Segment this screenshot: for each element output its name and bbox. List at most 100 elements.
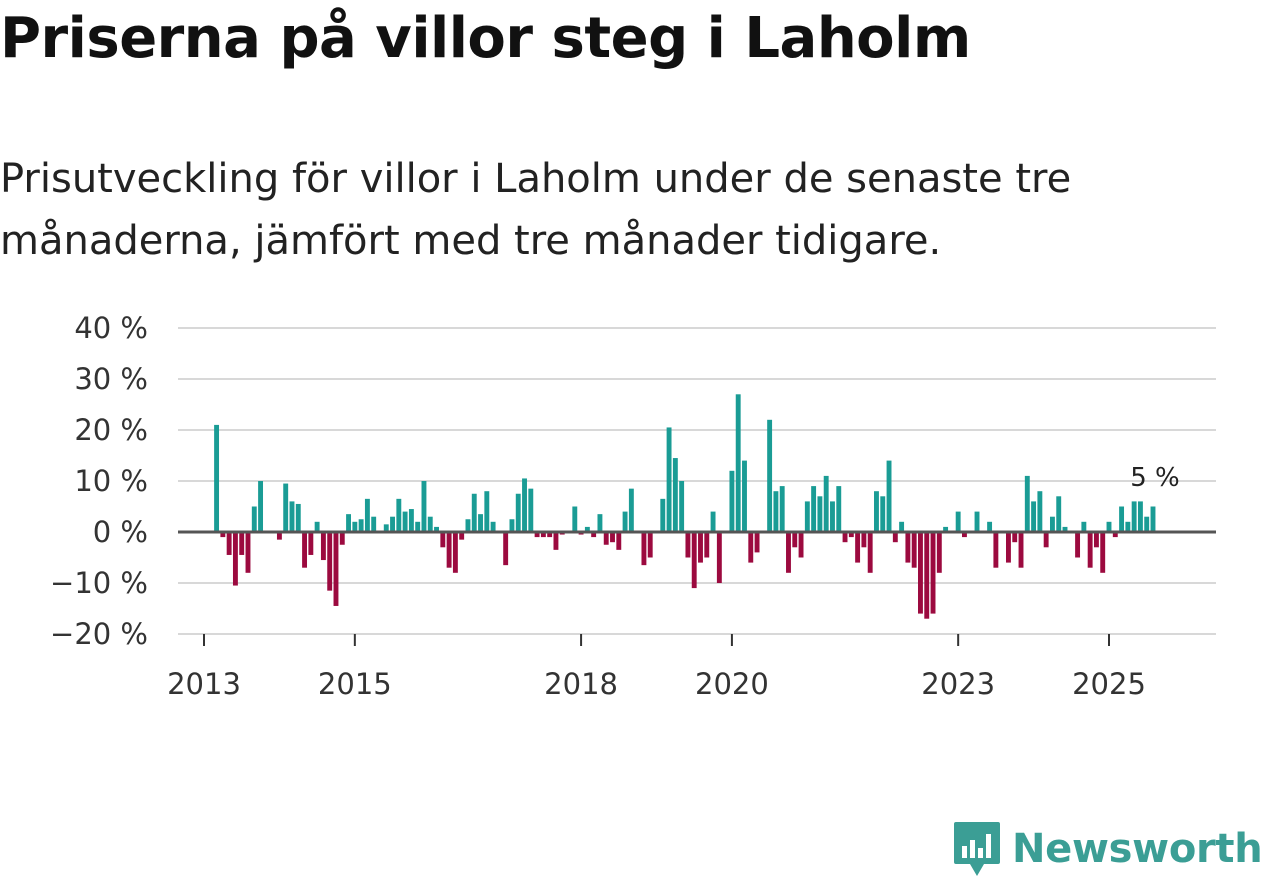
bar xyxy=(528,488,534,532)
chart-subtitle: Prisutveckling för villor i Laholm under… xyxy=(0,156,1072,264)
bar xyxy=(478,514,483,532)
bar xyxy=(647,532,653,558)
bar xyxy=(1037,491,1043,532)
bar xyxy=(1144,516,1150,532)
bar xyxy=(239,532,245,555)
bar xyxy=(540,532,546,538)
bar xyxy=(572,506,578,532)
bar xyxy=(792,532,798,548)
y-tick-label: 40 % xyxy=(74,311,148,345)
bar xyxy=(962,532,967,538)
bar xyxy=(943,526,949,532)
bar xyxy=(308,532,314,555)
bar xyxy=(333,532,339,606)
bar xyxy=(503,532,509,566)
bar xyxy=(1024,475,1030,532)
newsworthy-brand[interactable]: Newsworthy xyxy=(952,820,1262,878)
bar xyxy=(339,532,345,545)
bar xyxy=(786,532,791,573)
bar xyxy=(509,519,515,532)
bar xyxy=(364,498,370,532)
bar xyxy=(830,501,835,532)
bar xyxy=(584,526,590,532)
y-tick-label: 20 % xyxy=(74,413,148,447)
bar xyxy=(716,532,722,583)
chart-title: Priserna på villor steg i Laholm xyxy=(0,6,971,71)
bar xyxy=(522,478,527,532)
bar xyxy=(886,460,892,532)
bar xyxy=(641,532,647,566)
bar xyxy=(930,532,936,614)
bar xyxy=(276,532,282,540)
bar xyxy=(289,501,295,532)
bar xyxy=(616,532,622,550)
bar xyxy=(1012,532,1018,543)
last-value-label: 5 % xyxy=(1130,463,1180,493)
bar xyxy=(735,394,741,532)
bar xyxy=(936,532,942,573)
bar xyxy=(742,460,747,532)
bar xyxy=(471,493,477,532)
bar xyxy=(1119,506,1125,532)
x-tick-label: 2015 xyxy=(318,667,392,701)
axes xyxy=(178,530,1216,646)
bar xyxy=(874,491,879,532)
bar xyxy=(691,532,697,589)
bar xyxy=(434,526,439,532)
bar xyxy=(597,514,603,532)
bar xyxy=(553,532,559,550)
bar xyxy=(465,519,471,532)
y-tick-label: −10 % xyxy=(50,566,148,600)
bar xyxy=(1106,521,1112,532)
bar xyxy=(258,481,264,532)
bar xyxy=(534,532,540,538)
bar xyxy=(1062,526,1068,532)
bar xyxy=(899,521,905,532)
bar xyxy=(1100,532,1106,573)
bar xyxy=(1043,532,1049,548)
bar xyxy=(628,488,634,532)
y-tick-label: 30 % xyxy=(74,362,148,396)
bar xyxy=(918,532,923,614)
bar xyxy=(987,521,993,532)
bar xyxy=(232,532,238,586)
bar xyxy=(754,532,760,553)
bar xyxy=(440,532,446,548)
bar xyxy=(974,511,980,532)
bar xyxy=(396,498,402,532)
bar xyxy=(1049,516,1055,532)
bar xyxy=(515,493,521,532)
bar xyxy=(748,532,754,563)
y-tick-label: 10 % xyxy=(74,464,148,498)
bar xyxy=(955,511,961,532)
bar xyxy=(251,506,257,532)
bar xyxy=(685,532,691,558)
bar xyxy=(823,475,829,532)
bar xyxy=(452,532,458,573)
bar xyxy=(358,519,364,532)
price-change-bar-chart: 40 % 30 % 20 % 10 % 0 % −10 % −20 % 2013 2015 201… xyxy=(50,311,1216,701)
bar xyxy=(679,481,685,532)
bar xyxy=(421,481,427,532)
bar xyxy=(245,532,251,573)
bar xyxy=(773,491,779,532)
bar xyxy=(390,516,395,532)
bar xyxy=(836,486,842,532)
bar xyxy=(1056,496,1062,532)
bar xyxy=(924,532,930,619)
bar xyxy=(880,496,886,532)
bars xyxy=(214,394,1156,619)
bar xyxy=(660,498,666,532)
bar xyxy=(1093,532,1099,548)
bar xyxy=(710,511,716,532)
brand-name: Newsworthy xyxy=(1012,826,1262,872)
bar xyxy=(855,532,861,563)
bar xyxy=(283,483,289,532)
bar xyxy=(295,503,301,532)
x-tick-label: 2023 xyxy=(921,667,995,701)
bar xyxy=(220,532,226,538)
bar xyxy=(848,532,854,538)
bar xyxy=(1112,532,1118,538)
bar xyxy=(446,532,452,568)
bar xyxy=(811,486,817,532)
